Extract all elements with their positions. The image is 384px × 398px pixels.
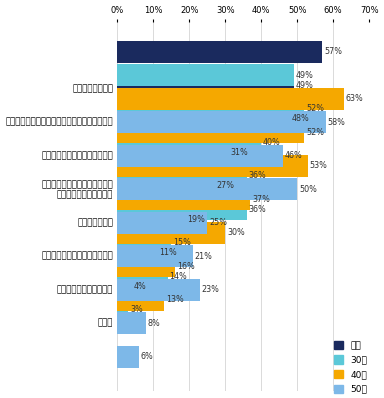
Text: 50%: 50% — [299, 185, 317, 194]
Bar — [118, 107, 290, 130]
Text: 31%: 31% — [231, 148, 248, 157]
Bar — [118, 289, 164, 311]
Text: 14%: 14% — [169, 272, 187, 281]
Text: 8%: 8% — [148, 319, 161, 328]
Text: 46%: 46% — [285, 151, 302, 160]
Text: 4%: 4% — [134, 282, 146, 291]
Text: 25%: 25% — [209, 218, 227, 227]
Text: 36%: 36% — [248, 171, 266, 180]
Text: 3%: 3% — [130, 305, 143, 314]
Bar — [118, 88, 344, 110]
Bar — [118, 175, 215, 197]
Text: 37%: 37% — [252, 195, 270, 204]
Text: 23%: 23% — [202, 285, 220, 294]
Text: 15%: 15% — [173, 238, 191, 247]
Text: 52%: 52% — [306, 104, 324, 113]
Text: 58%: 58% — [328, 118, 346, 127]
Bar — [118, 208, 186, 230]
Bar — [118, 212, 207, 234]
Bar — [118, 298, 128, 321]
Text: 49%: 49% — [295, 81, 313, 90]
Text: 57%: 57% — [324, 47, 342, 56]
Bar — [118, 131, 261, 153]
Bar — [118, 198, 247, 220]
Bar — [118, 64, 294, 86]
Bar — [118, 255, 175, 277]
Bar — [118, 232, 171, 254]
Bar — [118, 279, 200, 301]
Text: 11%: 11% — [159, 248, 177, 258]
Text: 40%: 40% — [263, 138, 281, 147]
Text: 13%: 13% — [166, 295, 184, 304]
Text: 36%: 36% — [248, 205, 266, 214]
Bar — [118, 154, 308, 177]
Text: 21%: 21% — [195, 252, 213, 261]
Bar — [118, 121, 305, 143]
Bar — [118, 74, 294, 96]
Bar — [118, 312, 146, 334]
Bar — [118, 98, 305, 120]
Text: 53%: 53% — [310, 161, 328, 170]
Text: 30%: 30% — [227, 228, 245, 237]
Bar — [118, 275, 132, 297]
Legend: 全体, 30代, 40代, 50代: 全体, 30代, 40代, 50代 — [334, 341, 367, 394]
Text: 6%: 6% — [141, 352, 154, 361]
Text: 16%: 16% — [177, 262, 194, 271]
Bar — [118, 242, 157, 264]
Bar — [118, 345, 139, 368]
Bar — [118, 245, 193, 267]
Bar — [118, 141, 229, 164]
Bar — [118, 178, 297, 200]
Bar — [118, 111, 326, 133]
Text: 27%: 27% — [216, 181, 234, 190]
Bar — [118, 41, 323, 63]
Text: 52%: 52% — [306, 128, 324, 137]
Bar — [118, 165, 247, 187]
Text: 19%: 19% — [187, 215, 205, 224]
Bar — [118, 222, 225, 244]
Bar — [118, 188, 250, 211]
Text: 63%: 63% — [346, 94, 364, 103]
Text: 48%: 48% — [292, 114, 310, 123]
Bar — [118, 144, 283, 167]
Bar — [118, 265, 168, 287]
Text: 49%: 49% — [295, 71, 313, 80]
